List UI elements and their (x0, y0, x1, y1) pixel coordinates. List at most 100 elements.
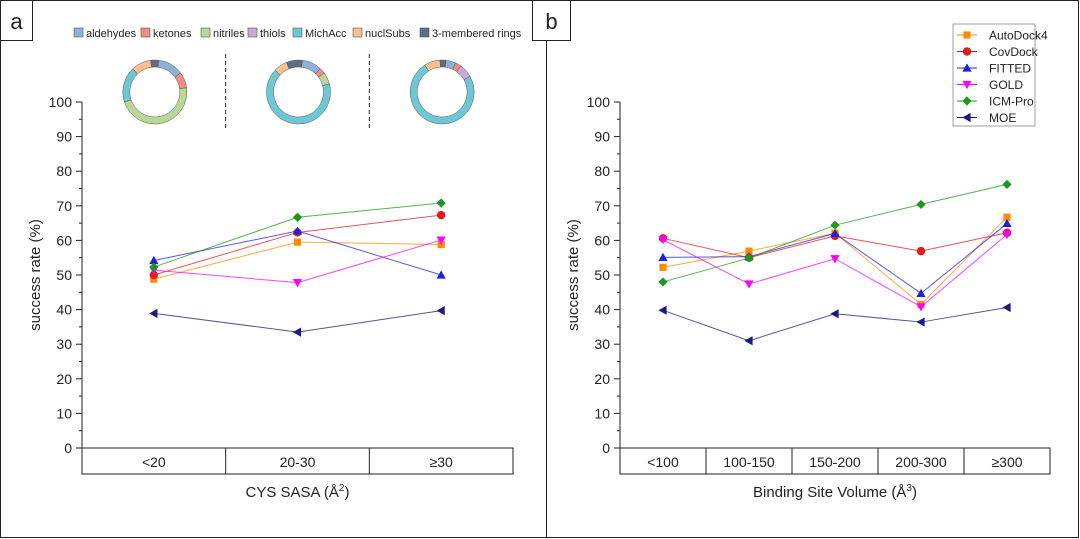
panel-a-y-tick-label: 100 (49, 94, 73, 110)
donut-slice-3-membered-rings (286, 59, 303, 70)
panel-a-x-label-base: CYS SASA (Å (246, 484, 339, 501)
panel-b-point-icm-pro (658, 277, 668, 287)
donut-slice-3-membered-rings (150, 59, 159, 68)
tool-legend-label-moe: MOE (989, 111, 1016, 125)
panel-b-point-covdock (916, 246, 926, 256)
panel-a-x-label-end: ) (344, 484, 349, 501)
legend-label-nitriles: nitriles (213, 28, 245, 40)
panel-b-point-fitted (1002, 218, 1012, 228)
panel-b-point-icm-pro (1002, 179, 1012, 189)
panel-a-point-covdock (436, 210, 446, 220)
panel-a-y-tick-label: 60 (56, 232, 72, 248)
panel-b-point-moe (916, 317, 925, 327)
panel-b-x-label-base: Binding Site Volume (Å (753, 484, 906, 501)
panel-a-point-fitted (292, 226, 303, 235)
panel-b-x-tick-label: <100 (647, 454, 679, 470)
panel-a-x-label: CYS SASA (Å2) (246, 483, 350, 501)
panel-a-x-label-sup: 2 (339, 483, 345, 494)
panel-b-point-moe (658, 305, 667, 315)
panel-b-point-fitted (658, 252, 668, 261)
panel-b-x-label-sup: 3 (906, 483, 912, 494)
tool-legend-label-icm-pro: ICM-Pro (989, 95, 1034, 109)
panel-a-y-tick-label: 80 (56, 163, 72, 179)
panel-b-y-tick-label: 90 (594, 129, 610, 145)
panel-a-y-tick-label: 20 (56, 371, 72, 387)
panel-b-tag-box (532, 0, 571, 41)
panel-b-y-tick-label: 10 (594, 405, 610, 421)
tool-legend-marker-icm-pro (962, 96, 972, 106)
panel-b-y-tick-label: 60 (594, 232, 610, 248)
panel-b-point-icm-pro (916, 199, 926, 210)
panel-a-y-tick-label: 90 (56, 129, 72, 145)
panel-a-y-label: success rate (%) (27, 219, 44, 331)
panel-a-point-moe (436, 306, 445, 316)
tool-legend-box (952, 23, 1036, 127)
donut-slice-MichAcc (122, 68, 138, 103)
panel-b-point-moe (1002, 302, 1011, 313)
panel-a-point-icm-pro (292, 212, 303, 222)
tool-legend-marker-gold (962, 80, 972, 90)
panel-b-point-gold (658, 236, 668, 245)
panel-b-y-tick-label: 70 (594, 198, 610, 214)
panel-a-tag: a (10, 9, 23, 34)
panel-b-point-autodock4 (745, 247, 753, 255)
panel-a-point-autodock4 (293, 238, 302, 246)
tool-legend-marker-covdock (962, 47, 972, 56)
donut-slice-aldehydes (157, 59, 181, 78)
donut-slice-nitriles (124, 87, 188, 125)
legend-swatch-thiols (247, 27, 258, 38)
panel-a-tag-box (0, 0, 33, 41)
legend-swatch-MichAcc (292, 27, 303, 38)
panel-b-frame (546, 0, 1079, 538)
tool-legend-marker-moe (962, 112, 971, 123)
panel-a-y-tick-label: 10 (56, 405, 72, 421)
panel-b-y-tick-label: 0 (602, 440, 610, 456)
tool-legend-label-fitted: FITTED (989, 62, 1031, 76)
panel-b-x-tick-label: 150-200 (809, 454, 861, 470)
panel-a-x-tick-label: ≥30 (430, 454, 453, 470)
panel-b-point-gold (1002, 230, 1012, 240)
panel-b-point-gold (916, 303, 926, 312)
legend-label-aldehydes: aldehydes (86, 28, 137, 40)
panel-a-y-tick-label: 30 (56, 336, 72, 352)
panel-b-x-tick-label: 100-150 (723, 454, 775, 470)
legend-swatch-nitriles (200, 27, 211, 38)
panel-a-y-tick-label: 40 (56, 302, 72, 318)
panel-b-y-tick-label: 40 (594, 302, 610, 318)
panel-a-point-icm-pro (149, 262, 159, 272)
legend-label-MichAcc: MichAcc (305, 28, 347, 40)
panel-b-y-tick-label: 100 (587, 94, 611, 110)
panel-a-x-table (81, 447, 514, 475)
panel-a-x-tick-label: <20 (142, 454, 166, 470)
panel-b-y-tick-label: 30 (594, 336, 610, 352)
panel-a-point-moe (149, 308, 158, 319)
panel-b-point-icm-pro (830, 220, 840, 230)
panel-a-point-gold (292, 279, 303, 288)
panel-b-line-gold (662, 234, 1008, 308)
panel-a-point-gold (436, 236, 446, 245)
panel-a-y-tick-label: 70 (56, 198, 72, 214)
panel-b-point-moe (830, 309, 839, 319)
panel-b-x-tick-label: 200-300 (895, 454, 947, 470)
legend-swatch-aldehydes (73, 27, 84, 38)
panel-b-point-icm-pro (744, 253, 754, 263)
tool-legend-label-gold: GOLD (989, 78, 1023, 92)
legend-swatch-ketones (140, 27, 151, 38)
tool-legend-label-autodock4: AutoDock4 (989, 29, 1048, 43)
panel-b-point-moe (744, 336, 753, 346)
panel-b-tag: b (545, 9, 557, 34)
legend-label-thiols: thiols (260, 28, 286, 40)
panel-b-y-tick-label: 80 (594, 163, 610, 179)
legend-swatch-nuclSubs (352, 27, 363, 38)
legend-label-3-membered-rings: 3-membered rings (432, 28, 522, 40)
tool-legend-label-covdock: CovDock (989, 45, 1039, 59)
panel-b-x-label: Binding Site Volume (Å3) (753, 483, 917, 501)
panel-a-x-tick-label: 20-30 (280, 454, 316, 470)
panel-a-y-tick-label: 0 (64, 440, 72, 456)
tool-legend-marker-fitted (962, 63, 972, 72)
panel-a-point-covdock (149, 270, 159, 280)
panel-b-y-tick-label: 20 (594, 371, 610, 387)
panel-b-point-fitted (916, 288, 926, 297)
panel-a-line-moe (153, 310, 442, 333)
